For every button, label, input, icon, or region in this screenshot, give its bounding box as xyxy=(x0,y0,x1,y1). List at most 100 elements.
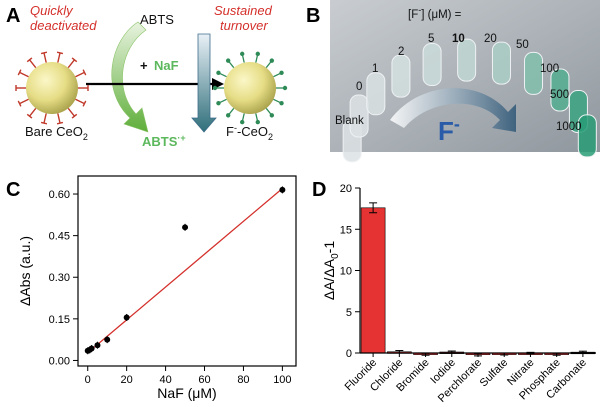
ligand-stem xyxy=(29,59,37,69)
panel-b: B F- [F-] (μM) = Blank 01 2 5 10 20 50 100 500 10… xyxy=(306,0,600,163)
ligand-stem xyxy=(67,107,75,117)
ligand-cap xyxy=(26,113,33,119)
data-point xyxy=(279,186,286,193)
sample-tube xyxy=(366,72,386,116)
data-point xyxy=(94,342,101,349)
fluoride-trend-arrow xyxy=(390,88,516,132)
ligand-cap xyxy=(71,57,78,63)
ligand-cap xyxy=(26,57,33,63)
ligand-stem xyxy=(57,113,61,124)
fluoride-atom xyxy=(212,85,218,91)
x-tick-label: 100 xyxy=(273,374,291,386)
linear-fit-line xyxy=(87,187,283,354)
ligand-stem xyxy=(43,52,47,63)
fluoride-atom xyxy=(225,113,231,118)
fluoride-atom xyxy=(269,58,275,63)
sample-tube xyxy=(491,41,511,85)
panel-label-d: D xyxy=(312,179,326,201)
ligand-cap xyxy=(17,100,22,107)
ligand-cap xyxy=(40,121,48,125)
left-caption-line1: Quickly xyxy=(30,3,74,18)
panel-label-a: A xyxy=(6,5,20,27)
ligand-stem xyxy=(29,107,37,117)
fluoride-atom xyxy=(255,119,260,125)
bare-ligands xyxy=(15,51,89,125)
panel-label-c: C xyxy=(6,179,20,201)
sample-tube xyxy=(391,54,411,98)
oxidation-arrow xyxy=(111,21,149,133)
sample-tube xyxy=(524,51,544,95)
x-tick-label: 60 xyxy=(198,374,210,386)
ligand-cap xyxy=(17,69,22,76)
right-caption-line1: Sustained xyxy=(214,3,273,18)
ligand-stem xyxy=(43,113,47,124)
plus-sign: + xyxy=(140,58,148,73)
naf-label: NaF xyxy=(154,58,179,73)
x-tick-label: 0 xyxy=(85,374,91,386)
y-tick-label: 0.45 xyxy=(49,231,70,243)
bar xyxy=(360,207,386,354)
tube-label: 1 xyxy=(372,63,378,75)
concentration-header: [F-] (μM) = xyxy=(408,5,462,21)
plot-frame xyxy=(77,175,297,367)
fluoride-atom xyxy=(282,85,288,91)
right-caption-line2: turnover xyxy=(220,18,268,33)
bare-ceo2-particle xyxy=(15,51,89,125)
fluoride-atom xyxy=(225,58,231,63)
x-tick-label: 20 xyxy=(121,374,133,386)
x-tick-label: 40 xyxy=(159,374,171,386)
ligand-stem xyxy=(75,71,85,78)
y-tick-label: 5 xyxy=(346,307,352,319)
turnover-arrow xyxy=(191,33,217,133)
tube-label: 0 xyxy=(356,81,362,93)
f-ceo2-label: F--CeO2 xyxy=(226,123,273,142)
ligand-cap xyxy=(56,51,64,55)
category-label: Sulfate xyxy=(478,357,511,390)
fluoride-atom xyxy=(216,70,221,76)
abts-radical-label: ABTS·+ xyxy=(142,133,186,149)
tube-label: 100 xyxy=(540,63,559,75)
tube-labels: Blank 01 2 5 10 20 50 100 500 1000 xyxy=(335,33,582,133)
x-tick-label: 80 xyxy=(237,374,249,386)
ligand-cap xyxy=(82,100,87,107)
y-axis-title: ΔAbs (a.u.) xyxy=(17,236,33,306)
bare-ceo2-label: Bare CeO2 xyxy=(25,124,88,142)
left-caption-line2: deactivated xyxy=(30,18,97,33)
panel-label-b: B xyxy=(306,5,320,27)
ligand-cap xyxy=(82,69,87,76)
sample-tube xyxy=(457,38,477,82)
sample-tube xyxy=(349,94,369,138)
y-tick-label: 0.60 xyxy=(49,189,70,201)
y-tick-label: 0 xyxy=(346,348,352,360)
ligand-stem xyxy=(75,98,85,105)
y-tick-label: 10 xyxy=(340,266,352,278)
tube-label: Blank xyxy=(335,115,364,127)
fluoride-atom xyxy=(240,119,245,125)
fluoride-atom xyxy=(279,70,284,76)
fluoride-atom xyxy=(255,51,260,57)
ligand-stem xyxy=(19,98,29,105)
tube-label: 10 xyxy=(452,33,465,45)
fluoride-atom xyxy=(269,113,275,118)
ligand-stem xyxy=(57,52,61,63)
tube-label: 500 xyxy=(550,89,569,101)
y-tick-label: 0.00 xyxy=(49,355,70,367)
tube-array xyxy=(342,38,597,163)
fluoride-ligands xyxy=(212,51,288,125)
fluoride-big-label: F- xyxy=(438,114,460,146)
tube-label: 1000 xyxy=(556,121,582,133)
data-point xyxy=(104,336,111,343)
y-tick-label: 0.30 xyxy=(49,272,70,284)
data-point xyxy=(88,345,95,352)
sample-tube xyxy=(422,43,442,87)
ligand-cap xyxy=(56,121,64,125)
ligand-cap xyxy=(40,51,48,55)
panel-a: A Quickly deactivated Sustained turnover… xyxy=(6,3,288,149)
tube-label: 2 xyxy=(398,46,404,58)
fluoride-atom xyxy=(279,100,284,106)
ligand-stem xyxy=(67,59,75,69)
fluoride-atom xyxy=(240,51,245,57)
tube-label: 5 xyxy=(428,33,434,45)
fluoride-atom xyxy=(216,100,221,106)
f-ceo2-particle xyxy=(212,51,288,125)
